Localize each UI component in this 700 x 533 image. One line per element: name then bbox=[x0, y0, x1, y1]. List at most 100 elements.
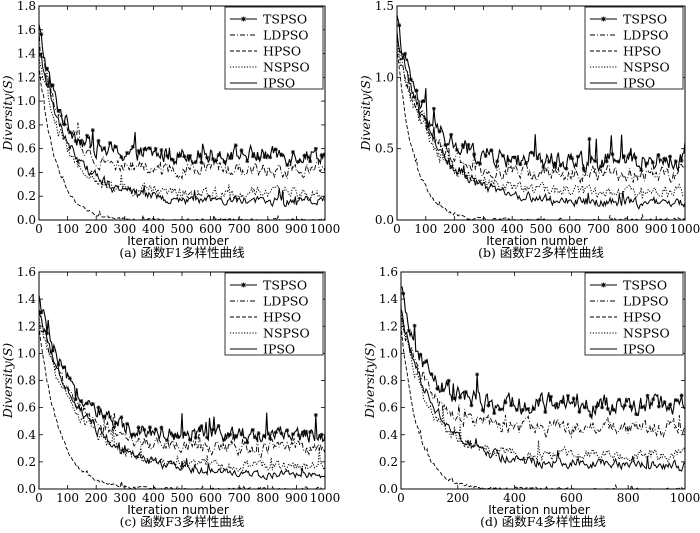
series-marker bbox=[469, 403, 474, 408]
series-marker bbox=[199, 160, 204, 165]
legend-label-tspso: TSPSO bbox=[623, 278, 667, 293]
y-tick-label: 0.5 bbox=[375, 142, 394, 156]
series-lines bbox=[401, 286, 685, 489]
x-tick-label: 700 bbox=[587, 222, 610, 236]
x-tick-label: 800 bbox=[617, 491, 640, 505]
series-marker bbox=[102, 146, 107, 151]
series-line-nspso bbox=[39, 56, 325, 202]
series-marker bbox=[565, 393, 570, 398]
series-marker bbox=[239, 148, 244, 153]
y-tick-label: 0.0 bbox=[379, 482, 398, 496]
series-marker bbox=[423, 359, 428, 364]
x-tick-label: 1000 bbox=[670, 222, 700, 236]
series-marker bbox=[639, 405, 644, 410]
series-markers-tspso bbox=[39, 310, 324, 445]
series-line-tspso bbox=[39, 24, 325, 167]
series-marker bbox=[165, 153, 170, 158]
series-marker bbox=[188, 437, 193, 442]
series-marker bbox=[130, 432, 135, 437]
legend-marker bbox=[601, 16, 606, 22]
series-marker bbox=[50, 348, 55, 353]
series-marker bbox=[403, 51, 408, 56]
y-tick-label: 1.0 bbox=[379, 346, 398, 360]
series-marker bbox=[408, 77, 413, 82]
x-tick-label: 200 bbox=[446, 491, 469, 505]
x-tick-label: 700 bbox=[228, 491, 251, 505]
series-marker bbox=[604, 159, 609, 164]
y-tick-label: 1.6 bbox=[379, 265, 398, 279]
series-marker bbox=[441, 388, 446, 393]
axis-ticks: 0 100 200 300 400 500 600 700 800 900 1000 0.0 0.2 0.… bbox=[17, 0, 340, 236]
series-marker bbox=[611, 407, 616, 412]
y-tick-label: 1.0 bbox=[17, 94, 36, 108]
series-marker bbox=[193, 160, 198, 165]
x-tick-label: 800 bbox=[616, 222, 639, 236]
series-marker bbox=[245, 159, 250, 164]
y-tick-label: 1.2 bbox=[379, 319, 398, 333]
series-marker bbox=[587, 137, 592, 142]
series-marker bbox=[233, 143, 238, 148]
series-marker bbox=[250, 154, 255, 159]
x-axis-label: Iteration number bbox=[127, 234, 229, 248]
series-marker bbox=[435, 386, 440, 391]
x-tick-label: 800 bbox=[256, 222, 279, 236]
series-marker bbox=[56, 108, 61, 113]
y-tick-label: 0.6 bbox=[379, 401, 398, 415]
x-axis-label: Iteration number bbox=[127, 503, 229, 517]
series-marker bbox=[142, 427, 147, 432]
series-marker bbox=[492, 411, 497, 416]
series-line-hpso bbox=[401, 324, 685, 489]
series-marker bbox=[509, 403, 514, 408]
x-tick-label: 500 bbox=[171, 222, 194, 236]
series-marker bbox=[313, 146, 318, 151]
panel-b: 0 100 200 300 400 500 600 700 800 900 1000 0.0 0.5 1.… bbox=[358, 0, 700, 260]
series-marker bbox=[182, 431, 187, 436]
series-marker bbox=[228, 432, 233, 437]
x-tick-label: 200 bbox=[85, 491, 108, 505]
series-marker bbox=[90, 128, 95, 133]
series-markers-tspso bbox=[397, 23, 684, 173]
series-marker bbox=[454, 147, 459, 152]
x-tick-label: 900 bbox=[645, 222, 668, 236]
series-marker bbox=[302, 153, 307, 158]
series-marker bbox=[420, 99, 425, 104]
y-tick-label: 0.4 bbox=[379, 428, 398, 442]
series-marker bbox=[205, 435, 210, 440]
panel-c: 0 100 200 300 400 500 600 700 800 900 1000 0.0 0.2 0.… bbox=[0, 265, 340, 529]
series-marker bbox=[431, 106, 436, 111]
series-marker bbox=[222, 159, 227, 164]
legend-label-nspso: NSPSO bbox=[623, 60, 670, 75]
series-marker bbox=[600, 405, 605, 410]
series-marker bbox=[644, 161, 649, 166]
series-marker bbox=[147, 425, 152, 430]
series-marker bbox=[537, 398, 542, 403]
x-tick-label: 0 bbox=[393, 222, 401, 236]
series-marker bbox=[228, 156, 233, 161]
series-marker bbox=[463, 389, 468, 394]
series-marker bbox=[520, 407, 525, 412]
x-tick-label: 100 bbox=[56, 222, 79, 236]
series-marker bbox=[662, 400, 667, 405]
series-marker bbox=[308, 159, 313, 164]
y-axis-label: Diversity(S) bbox=[0, 75, 15, 151]
series-marker bbox=[319, 153, 324, 158]
series-marker bbox=[412, 323, 417, 328]
legend-label-ldpso: LDPSO bbox=[623, 294, 669, 309]
series-line-hpso bbox=[39, 64, 325, 220]
series-marker bbox=[452, 396, 457, 401]
panel-caption: (c) 函数F3多样性曲线 bbox=[120, 514, 245, 529]
series-marker bbox=[673, 398, 678, 403]
series-marker bbox=[437, 129, 442, 134]
series-marker bbox=[113, 421, 118, 426]
series-marker bbox=[477, 161, 482, 166]
series-marker bbox=[535, 156, 540, 161]
legend-label-hpso: HPSO bbox=[263, 44, 301, 59]
x-tick-label: 900 bbox=[285, 491, 308, 505]
y-tick-label: 0.6 bbox=[17, 142, 36, 156]
y-tick-label: 1.2 bbox=[17, 319, 36, 333]
y-tick-label: 1.2 bbox=[17, 70, 36, 84]
x-tick-label: 600 bbox=[199, 222, 222, 236]
series-marker bbox=[136, 425, 141, 430]
series-marker bbox=[170, 157, 175, 162]
